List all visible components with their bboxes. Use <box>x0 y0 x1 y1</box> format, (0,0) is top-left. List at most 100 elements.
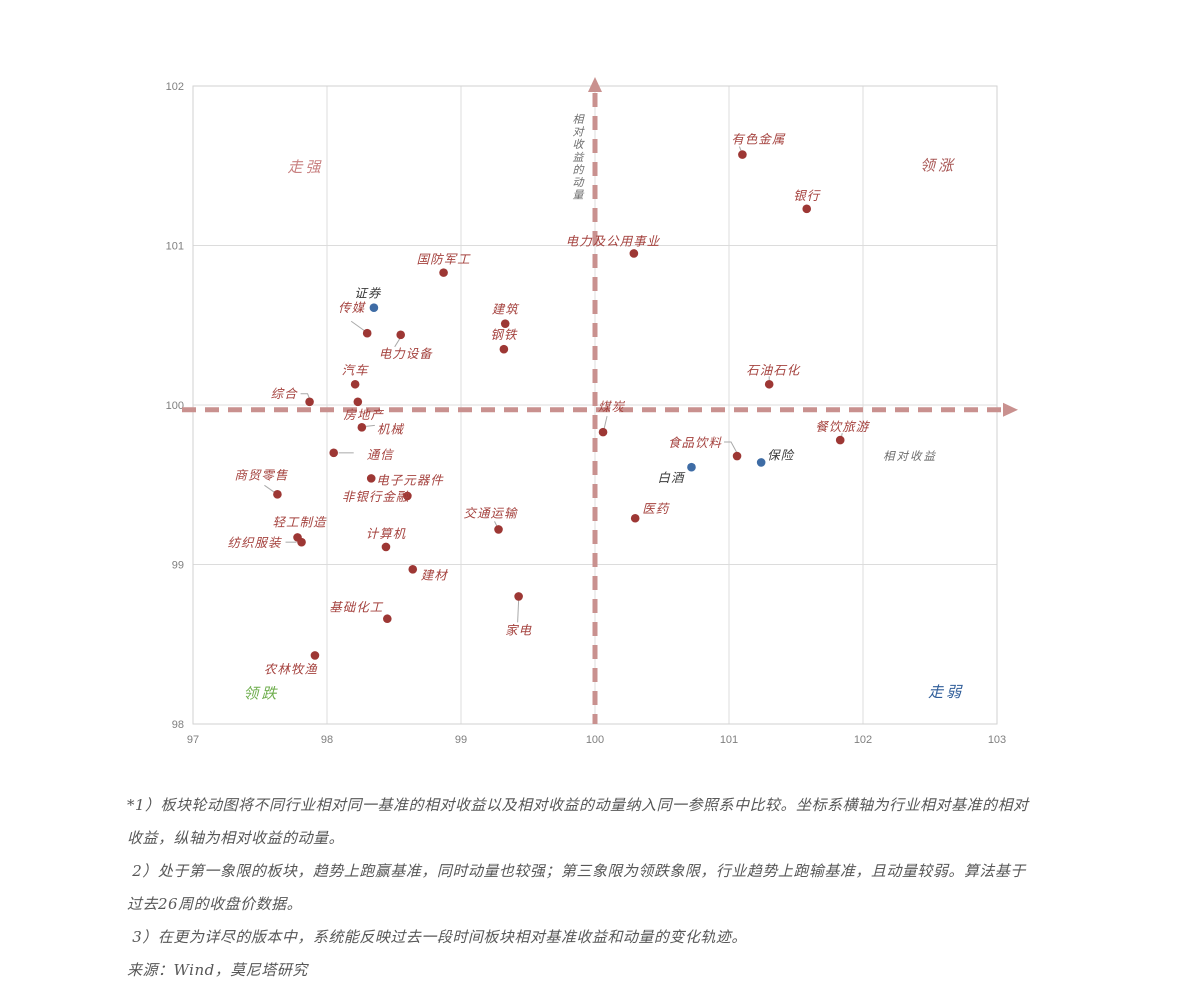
y-axis-title: 相 <box>573 113 586 126</box>
x-tick-label: 98 <box>321 734 333 746</box>
data-point <box>835 435 845 445</box>
data-point <box>366 474 376 483</box>
data-point <box>756 458 766 467</box>
quadrant-label: 走弱 <box>928 683 964 701</box>
y-tick-label: 100 <box>166 400 184 412</box>
point-label: 煤炭 <box>598 399 626 414</box>
x-tick-label: 97 <box>187 734 199 746</box>
x-tick-label: 100 <box>586 734 604 746</box>
point-label: 国防军工 <box>417 252 472 267</box>
x-tick-label: 99 <box>455 734 467 746</box>
leader-line <box>264 484 275 493</box>
point-label: 机械 <box>377 421 405 436</box>
data-point <box>357 423 367 432</box>
footnote-line: *1）板块轮动图将不同行业相对同一基准的相对收益以及相对收益的动量纳入同一参照系… <box>127 796 1029 814</box>
data-point <box>353 397 363 407</box>
data-point <box>738 150 747 159</box>
y-axis-title: 收 <box>573 138 586 151</box>
data-point <box>732 451 742 461</box>
y-tick-label: 99 <box>172 560 184 572</box>
footnote-line: 2）处于第一象限的板块，趋势上跑赢基准，同时动量也较强；第三象限为领跌象限，行业… <box>127 862 1026 880</box>
x-tick-label: 103 <box>988 734 1006 746</box>
quadrant-label: 领涨 <box>920 157 956 175</box>
point-label: 石油石化 <box>746 362 801 377</box>
footnote-line: 来源：Wind，莫尼塔研究 <box>127 961 308 979</box>
data-point <box>408 564 418 574</box>
quadrant-label: 领跌 <box>243 684 279 702</box>
y-tick-label: 101 <box>166 241 184 253</box>
point-label: 传媒 <box>338 300 367 315</box>
point-label: 建筑 <box>492 302 521 317</box>
data-point <box>630 513 640 523</box>
data-point <box>403 491 412 501</box>
data-point <box>514 592 523 601</box>
y-axis-title: 益 <box>573 151 586 164</box>
leader-line <box>394 338 401 348</box>
y-axis-title: 对 <box>573 126 586 139</box>
point-label: 电力设备 <box>379 346 434 361</box>
footnotes: *1）板块轮动图将不同行业相对同一基准的相对收益以及相对收益的动量纳入同一参照系… <box>127 789 1087 987</box>
leader-line <box>365 424 375 427</box>
y-axis-title: 动 <box>573 176 586 189</box>
quadrant-label: 走强 <box>288 158 324 176</box>
data-point <box>369 303 379 313</box>
footnote-line: 过去26周的收盘价数据。 <box>127 895 303 913</box>
data-point <box>629 249 639 258</box>
y-axis-title: 量 <box>573 189 585 202</box>
point-label: 家电 <box>505 622 532 637</box>
point-label: 保险 <box>767 447 795 462</box>
point-label: 综合 <box>271 386 299 401</box>
leader-line <box>603 416 608 430</box>
point-label: 证券 <box>354 286 382 301</box>
data-point <box>494 525 503 534</box>
point-label: 有色金属 <box>731 132 786 147</box>
data-point <box>273 490 282 499</box>
data-point <box>598 427 608 437</box>
point-label: 基础化工 <box>329 600 384 615</box>
point-label: 商贸零售 <box>234 467 289 482</box>
point-label: 农林牧渔 <box>264 661 318 676</box>
point-label: 房地产 <box>344 407 385 422</box>
point-label: 轻工制造 <box>273 514 328 529</box>
point-label: 电力及公用事业 <box>566 233 661 248</box>
data-point <box>439 268 448 277</box>
sector-rotation-chart: 98 99 100 101 102 97 98 99 100 101 102 103 相对收益的动量相对… <box>160 75 1040 770</box>
data-point <box>383 614 392 624</box>
x-axis-title: 相对收益 <box>883 449 937 463</box>
data-point <box>297 537 306 547</box>
x-tick-label: 101 <box>720 734 738 746</box>
leader-line <box>300 393 311 399</box>
y-axis-title: 的 <box>573 163 586 176</box>
point-label: 交通运输 <box>464 505 520 520</box>
point-label: 汽车 <box>342 362 370 377</box>
arrowhead-up-icon <box>588 77 602 92</box>
data-point <box>329 448 338 458</box>
arrowhead-right-icon <box>1003 402 1018 417</box>
data-point <box>500 319 510 328</box>
data-point <box>687 462 696 472</box>
data-point <box>396 330 405 340</box>
footnote-line: 3）在更为详尽的版本中，系统能反映过去一段时间板块相对基准收益和动量的变化轨迹。 <box>127 928 747 946</box>
point-label: 食品饮料 <box>668 435 723 450</box>
x-tick-label: 102 <box>854 734 872 746</box>
point-label: 建材 <box>421 567 449 582</box>
point-label: 银行 <box>793 188 822 203</box>
data-point <box>362 328 372 338</box>
leader-line <box>517 600 520 623</box>
y-tick-label: 102 <box>166 81 184 93</box>
data-point <box>310 651 320 660</box>
point-label: 非银行金融 <box>342 489 410 504</box>
point-label: 计算机 <box>366 526 407 541</box>
data-point <box>764 379 774 389</box>
point-label: 钢铁 <box>490 327 518 342</box>
point-label: 电子元器件 <box>376 472 444 487</box>
leader-line <box>724 441 738 454</box>
point-label: 白酒 <box>657 470 686 485</box>
footnote-line: 收益，纵轴为相对收益的动量。 <box>127 829 345 847</box>
data-point <box>381 542 391 552</box>
data-point <box>802 204 812 214</box>
point-label: 纺织服装 <box>228 535 283 550</box>
point-label: 通信 <box>367 447 395 462</box>
point-label: 餐饮旅游 <box>815 419 871 434</box>
